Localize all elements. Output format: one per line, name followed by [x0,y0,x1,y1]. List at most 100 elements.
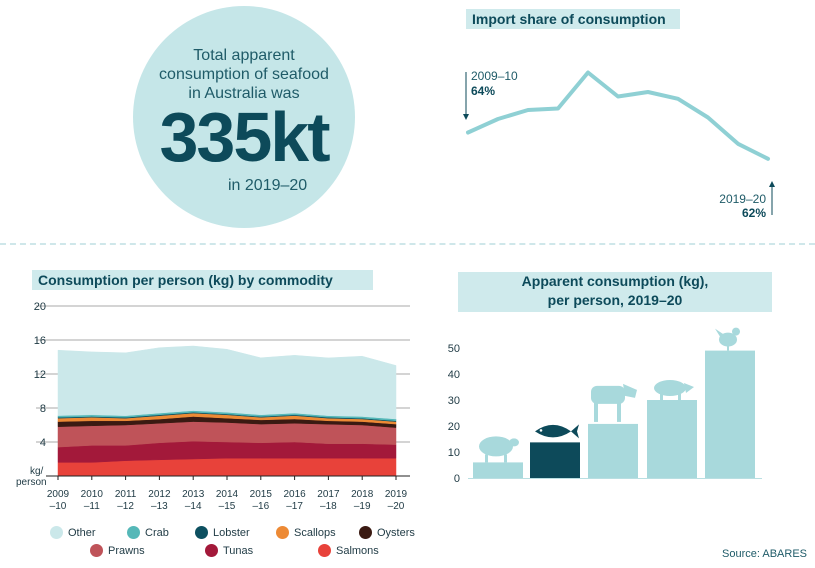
source-note: Source: ABARES [722,548,807,560]
legend-label: Scallops [294,526,336,539]
legend-item-crab: Crab [127,526,169,539]
sheep-body [479,436,513,457]
end-value-label: 62% [742,206,766,220]
chicken-head [732,327,740,336]
legend-swatch [359,526,372,539]
area-other [57,345,397,420]
cattle-icon [591,383,637,422]
x-tick-label: –16 [252,501,269,512]
x-tick-label: –15 [219,501,236,512]
legend-label: Oysters [377,526,415,539]
end-arrow-head [769,181,775,187]
headline-intro: Total apparent consumption of seafood in… [133,46,355,103]
x-tick-label: –11 [84,501,100,512]
end-year-label: 2019–20 [719,192,766,206]
bar-fish [530,442,580,478]
y-tick-label: 12 [34,369,46,381]
cattle-leg [617,401,621,422]
commodity-legend: Other Crab Lobster Scallops Oysters Prawns Tun… [0,522,430,562]
headline-intro-line: in Australia was [188,85,300,102]
y-tick-label: 8 [40,403,46,415]
x-tick-label: 2016 [283,489,306,500]
x-tick-label: –19 [354,501,371,512]
legend-label: Salmons [336,544,379,557]
x-tick-label: –20 [388,501,405,512]
x-tick-label: 2017 [317,489,340,500]
import-share-point [737,143,739,145]
import-share-point [497,118,499,120]
x-tick-label: 2015 [250,489,273,500]
legend-item-scallops: Scallops [276,526,336,539]
pig-leg [678,394,681,400]
import-share-point [557,108,559,109]
legend-item-prawns: Prawns [90,544,145,557]
pig-snout [684,383,694,393]
y-tick-label: 40 [448,369,460,381]
legend-label: Other [68,526,96,539]
import-share-point [677,98,679,100]
legend-swatch [195,526,208,539]
pig-body [654,380,686,396]
import-share-point [647,91,649,93]
x-tick-label: –18 [320,501,337,512]
x-tick-label: 2011 [115,489,137,500]
pig-leg [660,394,663,400]
y-tick-label: 20 [34,301,46,313]
legend-item-salmons: Salmons [318,544,379,557]
x-tick-label: 2013 [182,489,205,500]
sheep-head [509,438,519,447]
cattle-body [591,385,625,404]
section-divider [0,243,815,245]
import-share-point [467,132,469,133]
fish-shape [535,424,579,439]
x-tick-label: 2018 [351,489,374,500]
y-axis-label: person [16,477,47,488]
fish-eye [539,429,543,432]
legend-swatch [205,544,218,557]
chicken-body [719,332,737,347]
x-tick-label: 2009 [47,489,70,500]
y-tick-label: 50 [448,343,460,355]
import-share-point [767,158,769,160]
legend-item-tunas: Tunas [205,544,253,557]
y-tick-label: 30 [448,395,460,407]
import-share-point [617,96,619,97]
x-tick-label: –13 [151,501,168,512]
bar-pig [647,400,697,478]
bar-chart: 0 10 20 30 40 50 [448,327,762,485]
x-tick-label: 2012 [148,489,171,500]
legend-swatch [127,526,140,539]
legend-label: Tunas [223,544,254,557]
x-tick-label: –12 [117,501,134,512]
y-tick-label: 4 [40,437,46,449]
legend-label: Crab [145,526,169,539]
y-axis-label: kg/ [30,466,44,477]
headline-year: in 2019–20 [228,177,308,194]
sheep-leg [504,454,507,463]
legend-swatch [50,526,63,539]
import-share-point [587,72,589,73]
legend-label: Prawns [108,544,145,557]
legend-swatch [318,544,331,557]
y-tick-label: 16 [34,335,46,347]
cattle-leg [594,401,598,422]
cattle-head [623,383,637,398]
legend-label: Lobster [213,526,250,539]
x-tick-label: –10 [50,501,67,512]
start-arrow-head [463,114,469,120]
x-tick-label: –17 [286,501,303,512]
y-tick-label: 20 [448,421,460,433]
legend-item-lobster: Lobster [195,526,250,539]
legend-swatch [276,526,289,539]
chicken-icon [715,327,740,351]
bar-cattle [588,423,638,478]
headline-value: 335kt [159,98,330,176]
fish-icon [535,424,579,439]
import-share-line [466,70,770,161]
import-share-point [527,109,529,111]
chicken-tail [715,328,724,337]
x-tick-label: 2014 [216,489,239,500]
headline-intro-line: consumption of seafood [159,66,329,83]
